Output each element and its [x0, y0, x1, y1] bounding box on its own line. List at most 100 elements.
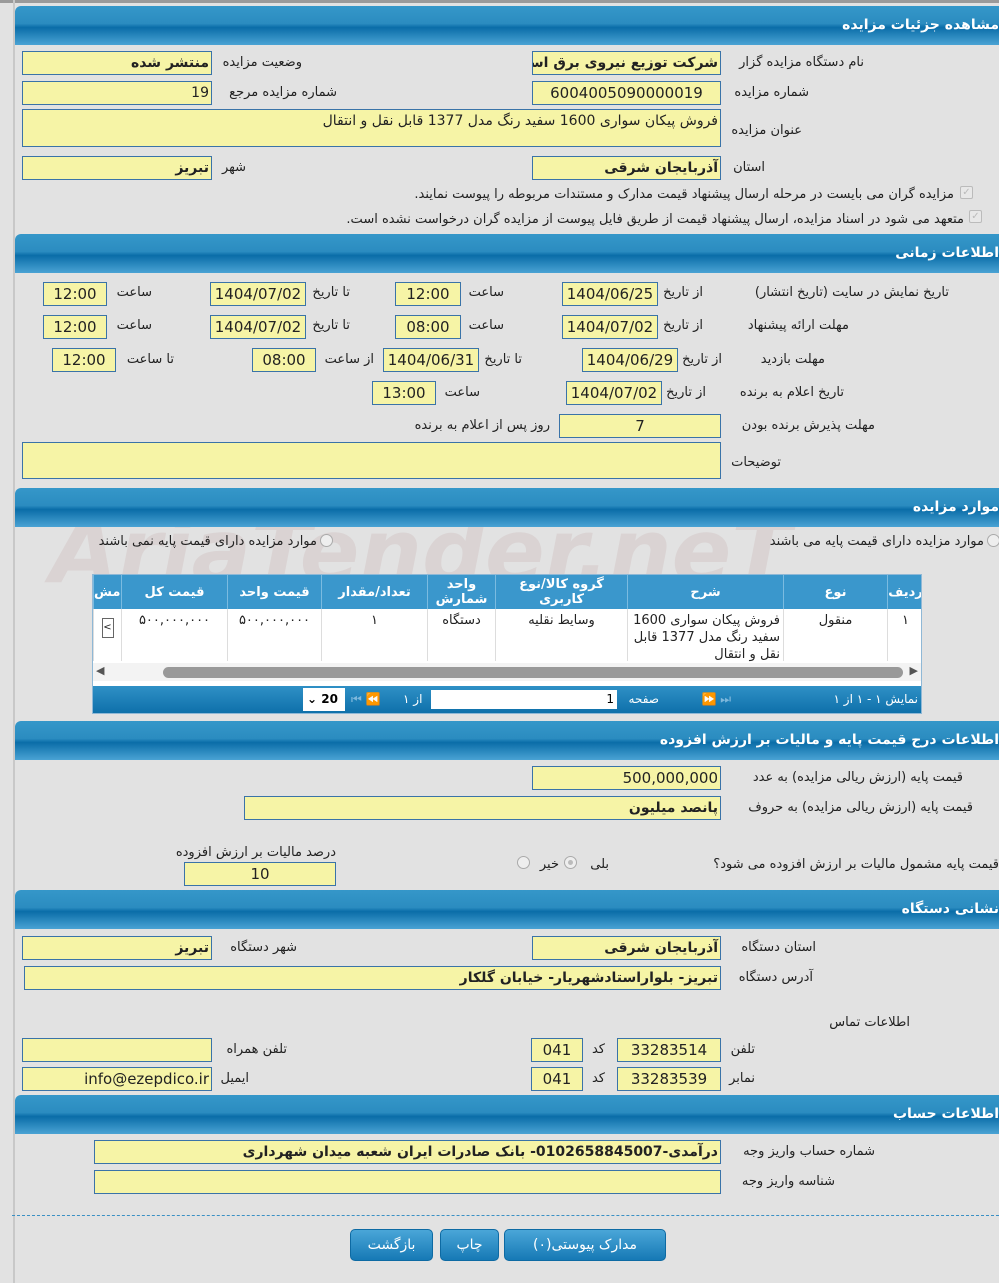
column-header[interactable]: مش: [93, 575, 121, 609]
from-date-label: از تاریخ: [682, 352, 722, 367]
subject-label: عنوان مزایده: [731, 123, 802, 138]
notes-field[interactable]: [22, 442, 721, 479]
offer-from-time[interactable]: 08:00: [395, 315, 461, 339]
scrollbar-thumb[interactable]: [163, 667, 903, 678]
from-date-label: از تاریخ: [663, 285, 703, 300]
column-header[interactable]: قیمت واحد: [227, 575, 321, 609]
top-border: [0, 0, 999, 3]
column-header[interactable]: نوع: [783, 575, 887, 609]
offer-from-date[interactable]: 1404/07/02: [562, 315, 658, 339]
organizer-field[interactable]: شرکت توزیع نیروی برق استان: [532, 51, 721, 75]
visit-to-date[interactable]: 1404/06/31: [383, 348, 479, 372]
accept-suffix: روز پس از اعلام به برنده: [414, 418, 550, 433]
notes-label: توضیحات: [731, 455, 781, 470]
offer-to-time[interactable]: 12:00: [43, 315, 107, 339]
section-title: نشانی دستگاه: [901, 901, 999, 917]
cell-unit: دستگاه: [427, 609, 495, 661]
divider: [12, 1215, 999, 1216]
org-address-label: آدرس دستگاه: [738, 970, 813, 985]
ref-field[interactable]: 19: [22, 81, 212, 105]
visit-from-date[interactable]: 1404/06/29: [582, 348, 678, 372]
first-page-icon[interactable]: ⏪ ⏮: [351, 692, 381, 706]
visit-to-time[interactable]: 12:00: [52, 348, 116, 372]
cell-row-number: ۱: [887, 609, 921, 661]
announce-date[interactable]: 1404/07/02: [566, 381, 662, 405]
section-title: اطلاعات حساب: [892, 1106, 999, 1122]
section-header-timing: اطلاعات زمانی: [15, 234, 999, 273]
time-label: ساعت: [116, 285, 152, 300]
column-header[interactable]: ردیف: [887, 575, 921, 609]
column-header[interactable]: گروه کالا/نوع کاربری: [495, 575, 627, 609]
account-number-field[interactable]: درآمدی-0102658845007- بانک صادرات ایران …: [94, 1140, 721, 1164]
org-city-field[interactable]: تبریز: [22, 936, 212, 960]
cell-description: فروش پیکان سواری 1600 سفید رنگ مدل 1377 …: [627, 609, 783, 662]
fax-code-field[interactable]: 041: [531, 1067, 583, 1091]
pager-status: نمایش ۱ - ۱ از ۱: [833, 692, 918, 706]
column-header[interactable]: شرح: [627, 575, 783, 609]
vat-no-radio[interactable]: [517, 856, 530, 869]
org-city-label: شهر دستگاه: [230, 940, 297, 955]
mobile-field[interactable]: [22, 1038, 212, 1062]
base-price-words-field[interactable]: پانصد میلیون: [244, 796, 721, 820]
publish-from-date[interactable]: 1404/06/25: [562, 282, 658, 306]
city-field[interactable]: تبریز: [22, 156, 212, 180]
mobile-label: تلفن همراه: [226, 1042, 288, 1057]
org-address-field[interactable]: تبریز- بلواراستادشهریار- خیابان گلکار: [24, 966, 721, 990]
vat-percent-field[interactable]: 10: [184, 862, 336, 886]
column-header[interactable]: واحد شمارش: [427, 575, 495, 609]
accept-days-field[interactable]: 7: [559, 414, 721, 438]
row-action-button[interactable]: >: [101, 618, 114, 638]
phone-field[interactable]: 33283514: [617, 1038, 721, 1062]
base-price-number-label: قیمت پایه (ارزش ریالی مزایده) به عدد: [752, 770, 963, 785]
section-header-items: موارد مزایده: [15, 488, 999, 527]
page-size-select[interactable]: ⌄ 20: [303, 688, 345, 711]
has-base-price-radio[interactable]: [987, 534, 999, 547]
column-header[interactable]: قیمت کل: [121, 575, 227, 609]
pager: نمایش ۱ - ۱ از ۱ ⏭ ⏩ صفحه 1 از ۱ ⏪ ⏮ ⌄ 2…: [93, 686, 921, 713]
status-field[interactable]: منتشر شده: [22, 51, 212, 75]
cell-total-price: ۵۰۰,۰۰۰,۰۰۰: [121, 609, 227, 661]
time-label: ساعت: [468, 318, 504, 333]
scroll-left-arrow-icon[interactable]: ◀: [96, 664, 105, 677]
vat-yes-label: بلی: [590, 857, 609, 872]
cell-type: منقول: [783, 609, 887, 661]
announce-time[interactable]: 13:00: [372, 381, 436, 405]
visit-from-time[interactable]: 08:00: [252, 348, 316, 372]
publish-to-date[interactable]: 1404/07/02: [210, 282, 306, 306]
column-header[interactable]: تعداد/مقدار: [321, 575, 427, 609]
chevron-down-icon: ⌄: [307, 692, 318, 706]
to-date-label: تا تاریخ: [484, 352, 522, 367]
scroll-right-arrow-icon[interactable]: ▶: [909, 664, 918, 677]
from-date-label: از تاریخ: [663, 318, 703, 333]
publish-to-time[interactable]: 12:00: [43, 282, 107, 306]
section-title: موارد مزایده: [912, 499, 999, 515]
horizontal-scrollbar[interactable]: ◀ ▶: [93, 663, 921, 681]
no-base-price-radio[interactable]: [320, 534, 333, 547]
attachments-button[interactable]: مدارک پیوستی(۰): [504, 1229, 666, 1261]
offer-to-date[interactable]: 1404/07/02: [210, 315, 306, 339]
accept-label: مهلت پذیرش برنده بودن: [741, 418, 875, 433]
last-page-icon[interactable]: ⏭ ⏩: [701, 692, 731, 706]
documents-required-checkbox[interactable]: ✓: [960, 186, 973, 199]
page-input[interactable]: 1: [431, 690, 617, 709]
no-file-offer-checkbox[interactable]: ✓: [969, 210, 982, 223]
org-province-field[interactable]: آذربایجان شرقی: [532, 936, 721, 960]
contact-heading: اطلاعات تماس: [829, 1015, 910, 1030]
print-button[interactable]: چاپ: [440, 1229, 499, 1261]
phone-code-field[interactable]: 041: [531, 1038, 583, 1062]
number-field[interactable]: 6004005090000019: [532, 81, 721, 105]
vat-yes-radio[interactable]: [564, 856, 577, 869]
publish-from-time[interactable]: 12:00: [395, 282, 461, 306]
section-header-address: نشانی دستگاه: [15, 890, 999, 929]
back-button[interactable]: بازگشت: [350, 1229, 433, 1261]
province-field[interactable]: آذربایجان شرقی: [532, 156, 721, 180]
no-file-offer-label: متعهد می شود در اسناد مزایده، ارسال پیشن…: [346, 212, 964, 227]
no-base-price-label: موارد مزایده دارای قیمت پایه نمی باشند: [98, 534, 317, 549]
fax-field[interactable]: 33283539: [617, 1067, 721, 1091]
city-label: شهر: [221, 160, 246, 175]
payment-id-field[interactable]: [94, 1170, 721, 1194]
subject-field[interactable]: فروش پیکان سواری 1600 سفید رنگ مدل 1377 …: [22, 109, 721, 147]
email-field[interactable]: info@ezepdico.ir: [22, 1067, 212, 1091]
base-price-number-field[interactable]: 500,000,000: [532, 766, 721, 790]
has-base-price-label: موارد مزایده دارای قیمت پایه می باشند: [769, 534, 984, 549]
